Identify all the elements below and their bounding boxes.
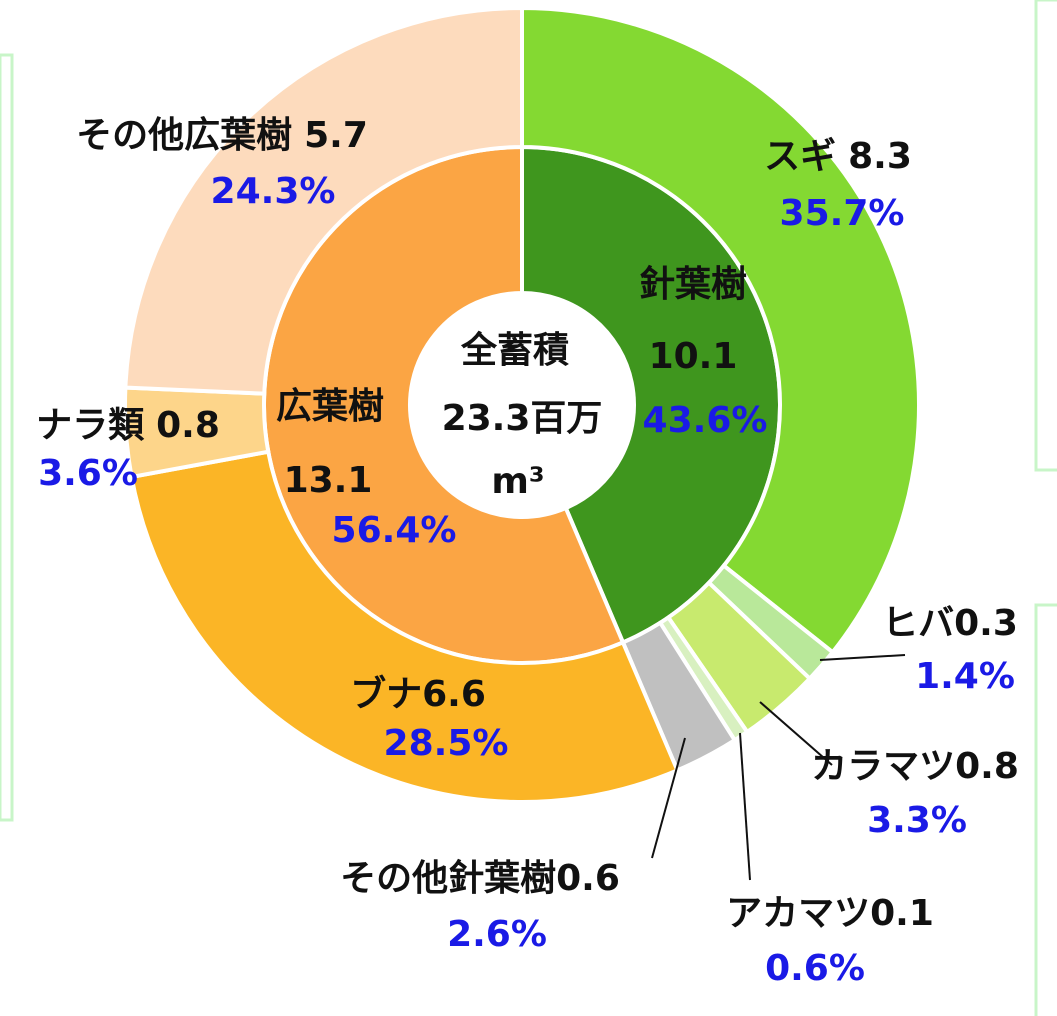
segment-name: ナラ類 [36,405,145,446]
segment-share: 3.6% [38,453,138,494]
segment-share: 35.7% [780,193,905,234]
leaders [651,654,906,881]
segment-label: その他広葉樹 5.7 [76,115,368,156]
segment-value: 0.8 [156,405,220,446]
segment-name: 広葉樹 [276,386,384,427]
donut-segment [123,5,524,396]
segment-value: 0.1 [870,893,934,934]
segment-share: 0.6% [765,948,865,989]
leader-line [759,701,833,766]
segment-label: その他針葉樹0.6 [340,858,620,899]
segment-share: 24.3% [211,171,336,212]
segment-value: 5.7 [304,115,368,156]
segment-label: ブナ6.6 [350,673,486,715]
leader-line [819,654,906,661]
segment-value: 0.6 [556,858,620,899]
segment-value: 6.6 [422,674,486,715]
segment-label: アカマツ0.1 [726,893,934,934]
segment-share: 1.4% [915,656,1015,697]
segment-share: 28.5% [384,723,509,764]
segment-value: 10.1 [649,336,738,377]
segment-name: ブナ [350,673,422,715]
segment-label: ヒバ0.3 [882,603,1018,644]
segment-name: スギ [764,136,836,177]
segment-share: 3.3% [867,800,967,841]
side-panel [1034,603,1057,1016]
segment-name: その他広葉樹 [76,115,292,156]
segment-name: カラマツ [811,746,955,787]
segment-value: 0.3 [954,603,1018,644]
segment-value: 13.1 [284,460,373,501]
donut-segment [129,449,680,804]
segment-label: カラマツ0.8 [811,746,1019,787]
side-panel [1034,0,1057,472]
center-total: 23.3百万 [442,398,603,439]
segment-share: 56.4% [332,510,457,551]
segment-share: 2.6% [447,914,547,955]
segment-value: 8.3 [848,136,912,177]
leader-line [651,737,686,859]
rings [123,5,921,804]
segment-name: 針葉樹 [639,264,747,305]
labels: 全蓄積 23.3百万 m³ 針葉樹 10.1 43.6% 広葉樹 13.1 56.4% スギ… [36,115,1019,989]
donut-segment [520,5,921,656]
segment-value: 0.8 [955,746,1019,787]
segment-share: 43.6% [643,400,768,441]
segment-label: スギ 8.3 [764,136,912,177]
segment-name: ヒバ [882,603,954,644]
side-panel [0,53,14,822]
center-title: 全蓄積 [460,329,569,371]
segment-name: アカマツ [726,893,870,934]
segment-name: その他針葉樹 [340,858,556,899]
segment-label: ナラ類 0.8 [36,405,220,446]
center-unit: m³ [491,461,544,502]
leader-line [739,732,751,881]
